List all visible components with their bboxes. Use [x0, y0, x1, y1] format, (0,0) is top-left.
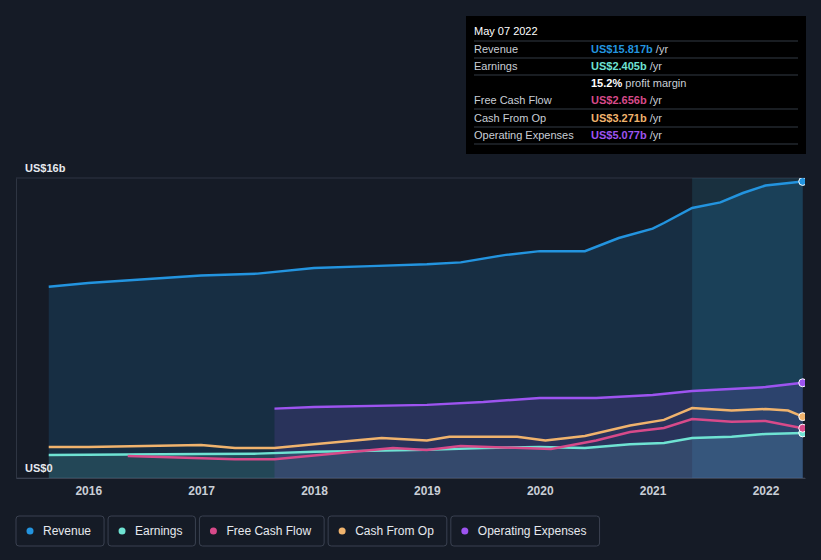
series-line: [49, 433, 803, 455]
tooltip-label: Earnings: [474, 60, 518, 72]
grid: [16, 178, 805, 478]
tooltip-value-unit: /yr: [647, 60, 663, 72]
legend-item[interactable]: Cash From Op: [328, 516, 447, 546]
x-tick-label: 2018: [301, 484, 328, 498]
x-tick: 2019: [414, 478, 441, 498]
x-axis: 2016 2017 2018 2019 2020 2021 2022: [17, 478, 806, 498]
x-tick: 2016: [75, 478, 102, 498]
y-tick-label: US$0: [25, 462, 53, 474]
chart: 2016 2017 2018 2019 2020 2021 2022 US$0 US$16b Ma…: [0, 0, 821, 560]
legend-box[interactable]: [328, 516, 447, 546]
tooltip-label: Operating Expenses: [474, 129, 574, 141]
tooltip-label: Revenue: [474, 43, 518, 55]
tooltip-separator: [474, 58, 798, 59]
tooltip-separator: [474, 127, 798, 128]
x-tick: 2017: [188, 478, 215, 498]
end-point: [799, 178, 805, 185]
tooltip-value-unit: /yr: [647, 129, 663, 141]
x-tick-label: 2020: [527, 484, 554, 498]
tooltip-value: US$2.405b /yr: [591, 60, 662, 72]
legend-label: Free Cash Flow: [226, 524, 311, 538]
x-tick-label: 2017: [188, 484, 215, 498]
tooltip-label: Cash From Op: [474, 112, 546, 124]
legend-box[interactable]: [199, 516, 324, 546]
legend-box[interactable]: [451, 516, 600, 546]
profit-margin: 15.2% profit margin: [591, 77, 686, 89]
x-tick: 2022: [753, 478, 780, 498]
profit-margin-label: profit margin: [622, 77, 686, 89]
y-tick-label: US$16b: [25, 162, 66, 174]
tooltip-title: May 07 2022: [474, 25, 538, 37]
y-tick: US$0: [16, 462, 53, 479]
legend-swatch: [119, 528, 126, 535]
tooltip-value-number: US$2.405b: [591, 60, 647, 72]
end-point: [799, 424, 805, 432]
legend-label: Cash From Op: [355, 524, 434, 538]
x-tick-label: 2021: [640, 484, 667, 498]
legend-box[interactable]: [108, 516, 195, 546]
series-line: [49, 408, 803, 448]
legend-item[interactable]: Revenue: [16, 516, 104, 546]
x-tick: 2021: [640, 478, 667, 498]
tooltip-value-number: US$3.271b: [591, 112, 647, 124]
tooltip-value: US$15.817b /yr: [591, 43, 668, 55]
tooltip-value-unit: /yr: [653, 43, 669, 55]
grid-line: [16, 178, 805, 179]
legend-label: Revenue: [43, 524, 91, 538]
legend-item[interactable]: Free Cash Flow: [199, 516, 324, 546]
tooltip-value: US$3.271b /yr: [591, 112, 662, 124]
series-line: [274, 383, 802, 409]
series-area: [49, 181, 803, 478]
legend-item[interactable]: Operating Expenses: [451, 516, 600, 546]
tooltip-value: US$5.077b /yr: [591, 129, 662, 141]
end-point: [799, 379, 805, 387]
tooltip-value-number: US$2.656b: [591, 94, 647, 106]
x-tick-label: 2016: [75, 484, 102, 498]
series-line: [128, 419, 803, 459]
x-tick-label: 2019: [414, 484, 441, 498]
y-axis-line: [16, 179, 17, 479]
x-axis-line: [17, 478, 806, 479]
tooltip-separator: [474, 75, 798, 76]
x-tick: 2020: [527, 478, 554, 498]
series-area: [274, 383, 802, 478]
y-axis: US$0 US$16b: [16, 162, 66, 479]
y-tick: US$16b: [16, 162, 66, 179]
legend: Revenue Earnings Free Cash Flow Cash From O…: [16, 516, 600, 546]
plot-area: [49, 178, 805, 478]
tooltip-value-number: US$5.077b: [591, 129, 647, 141]
profit-margin-value: 15.2%: [591, 77, 622, 89]
tooltip-value: US$2.656b /yr: [591, 94, 662, 106]
legend-item[interactable]: Earnings: [108, 516, 195, 546]
tooltip: May 07 2022 Revenue US$15.817b /yr Earnings…: [466, 16, 806, 154]
legend-swatch: [27, 528, 34, 535]
legend-label: Operating Expenses: [478, 524, 587, 538]
tooltip-separator: [474, 109, 798, 110]
x-tick: 2018: [301, 478, 328, 498]
legend-swatch: [339, 528, 346, 535]
series-line: [49, 181, 803, 286]
legend-box[interactable]: [16, 516, 104, 546]
legend-label: Earnings: [135, 524, 182, 538]
tooltip-value-unit: /yr: [647, 112, 663, 124]
tooltip-separator: [474, 41, 798, 42]
tooltip-label: Free Cash Flow: [474, 94, 552, 106]
legend-swatch: [461, 528, 468, 535]
tooltip-separator: [474, 144, 798, 145]
tooltip-value-number: US$15.817b: [591, 43, 653, 55]
legend-swatch: [210, 528, 217, 535]
end-point: [799, 413, 805, 421]
tooltip-box: [466, 16, 806, 154]
x-tick-label: 2022: [753, 484, 780, 498]
tooltip-value-unit: /yr: [647, 94, 663, 106]
